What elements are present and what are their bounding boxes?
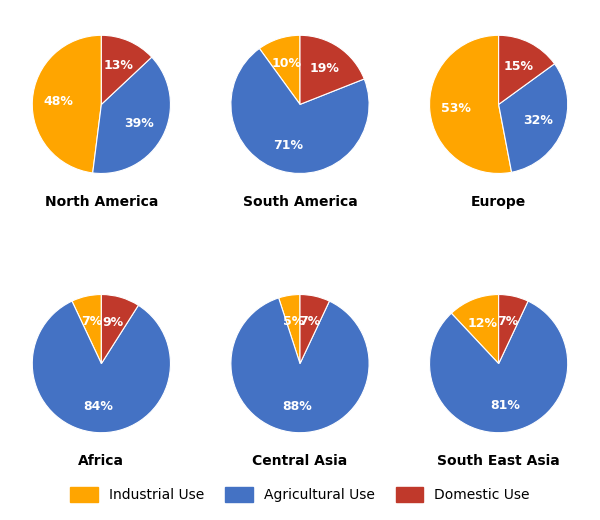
Wedge shape: [499, 64, 568, 172]
Text: 19%: 19%: [309, 62, 339, 75]
Legend: Industrial Use, Agricultural Use, Domestic Use: Industrial Use, Agricultural Use, Domest…: [64, 482, 536, 508]
Title: South East Asia: South East Asia: [437, 454, 560, 468]
Title: Africa: Africa: [79, 454, 124, 468]
Wedge shape: [231, 48, 369, 174]
Title: Europe: Europe: [471, 195, 526, 209]
Text: 81%: 81%: [490, 399, 520, 412]
Text: 88%: 88%: [283, 400, 312, 413]
Wedge shape: [32, 301, 170, 433]
Text: 13%: 13%: [103, 59, 133, 72]
Wedge shape: [259, 35, 300, 105]
Title: South America: South America: [242, 195, 358, 209]
Text: 84%: 84%: [84, 400, 113, 413]
Wedge shape: [278, 294, 300, 363]
Wedge shape: [499, 294, 528, 363]
Wedge shape: [231, 298, 369, 433]
Text: 71%: 71%: [273, 139, 303, 152]
Text: 7%: 7%: [299, 315, 320, 328]
Text: 7%: 7%: [497, 315, 518, 328]
Text: 7%: 7%: [82, 315, 103, 328]
Wedge shape: [101, 35, 152, 105]
Text: 10%: 10%: [272, 57, 302, 70]
Wedge shape: [300, 294, 329, 363]
Text: 32%: 32%: [524, 114, 553, 127]
Wedge shape: [430, 35, 512, 174]
Wedge shape: [430, 301, 568, 433]
Text: 9%: 9%: [103, 316, 124, 329]
Wedge shape: [32, 35, 101, 173]
Wedge shape: [93, 57, 170, 174]
Text: 53%: 53%: [441, 102, 471, 115]
Text: 39%: 39%: [125, 118, 154, 131]
Text: 12%: 12%: [468, 317, 498, 330]
Title: Central Asia: Central Asia: [253, 454, 347, 468]
Text: 48%: 48%: [44, 95, 74, 108]
Wedge shape: [499, 35, 554, 105]
Wedge shape: [72, 294, 101, 363]
Wedge shape: [451, 294, 499, 363]
Title: North America: North America: [44, 195, 158, 209]
Text: 5%: 5%: [283, 315, 304, 328]
Wedge shape: [101, 294, 139, 363]
Text: 15%: 15%: [503, 60, 533, 73]
Wedge shape: [300, 35, 364, 105]
